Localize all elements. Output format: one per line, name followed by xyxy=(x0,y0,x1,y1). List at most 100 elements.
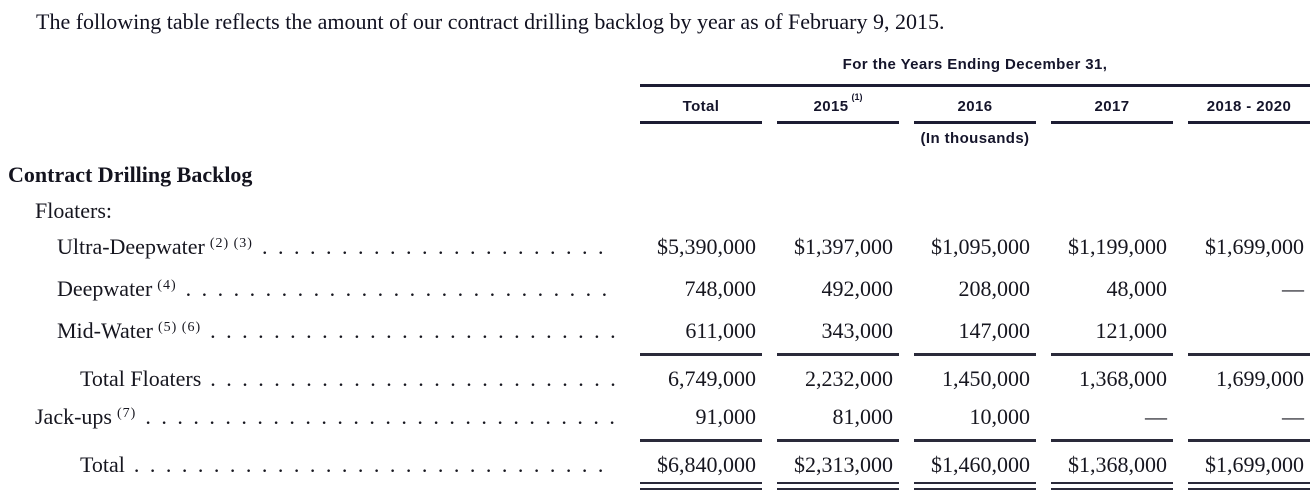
dot-leader: . . . . . . . . . . . . . . . . . . . . … xyxy=(261,234,615,259)
section-title: Contract Drilling Backlog xyxy=(8,162,253,187)
table-row-jack-ups: Jack-ups (7) . . . . . . . . . . . . . .… xyxy=(8,403,1310,434)
column-rule xyxy=(1188,439,1310,442)
column-rule xyxy=(640,439,762,442)
footnote-marker: (2) (3) xyxy=(209,236,253,251)
column-rule xyxy=(1051,439,1173,442)
column-rule xyxy=(914,353,1036,356)
column-header-label: 2016 xyxy=(957,98,993,115)
table-row-total-floaters: Total Floaters . . . . . . . . . . . . .… xyxy=(8,365,1310,392)
value-cell: 208,000 xyxy=(958,276,1031,301)
value-cell: $1,199,000 xyxy=(1068,234,1167,259)
value-cell: $1,699,000 xyxy=(1205,234,1304,259)
table-header-group-row: For the Years Ending December 31, xyxy=(8,36,1310,76)
column-rule xyxy=(1188,353,1310,356)
row-label: Jack-ups xyxy=(35,404,112,429)
units-note-row: (In thousands) xyxy=(8,124,1310,148)
row-label: Total xyxy=(80,452,125,477)
column-header-total: Total xyxy=(640,92,762,124)
column-rule xyxy=(777,439,899,442)
value-cell: 48,000 xyxy=(1106,276,1168,301)
row-label-cell: Total Floaters . . . . . . . . . . . . .… xyxy=(8,365,625,392)
value-cell: 748,000 xyxy=(684,276,757,301)
document-page: The following table reflects the amount … xyxy=(0,8,1316,490)
double-rule xyxy=(640,482,762,490)
row-label-cell: Mid-Water (5) (6) . . . . . . . . . . . … xyxy=(8,317,625,348)
table-header-rule-row xyxy=(8,76,1310,87)
header-top-rule xyxy=(640,84,1310,87)
value-cell: — xyxy=(1145,404,1167,429)
double-rule xyxy=(914,482,1036,490)
row-label: Deepwater xyxy=(57,276,153,301)
units-note: (In thousands) xyxy=(920,130,1030,147)
column-header-row: Total 2015(1) 2016 2017 2018 - 2020 xyxy=(8,87,1310,124)
value-cell: 6,749,000 xyxy=(668,366,756,391)
value-cell: 611,000 xyxy=(685,318,756,343)
value-cell: 91,000 xyxy=(695,404,757,429)
table-row-total: Total . . . . . . . . . . . . . . . . . … xyxy=(8,451,1310,478)
value-cell: 343,000 xyxy=(821,318,894,343)
row-label-cell: Total . . . . . . . . . . . . . . . . . … xyxy=(8,451,625,478)
dot-leader: . . . . . . . . . . . . . . . . . . . . … xyxy=(133,452,615,477)
value-cell: $1,460,000 xyxy=(931,452,1030,477)
table-row-ultra-deepwater: Ultra-Deepwater (2) (3) . . . . . . . . … xyxy=(8,233,1310,264)
value-cell: $1,368,000 xyxy=(1068,452,1167,477)
value-cell: — xyxy=(1282,276,1304,301)
footnote-marker: (1) xyxy=(851,92,863,102)
value-cell: 1,368,000 xyxy=(1079,366,1167,391)
column-header-label: 2015 xyxy=(813,98,849,115)
value-cell: 1,699,000 xyxy=(1216,366,1304,391)
intro-paragraph: The following table reflects the amount … xyxy=(36,9,945,34)
dot-leader: . . . . . . . . . . . . . . . . . . . . … xyxy=(210,366,615,391)
row-label-cell: Jack-ups (7) . . . . . . . . . . . . . .… xyxy=(8,403,625,434)
double-rule xyxy=(777,482,899,490)
value-cell: $1,095,000 xyxy=(931,234,1030,259)
footnote-marker: (5) (6) xyxy=(157,320,202,335)
years-ending-header: For the Years Ending December 31, xyxy=(842,56,1108,73)
value-cell: 147,000 xyxy=(958,318,1031,343)
value-cell: 10,000 xyxy=(969,404,1031,429)
column-header-2015: 2015(1) xyxy=(777,87,899,124)
double-rule xyxy=(1188,482,1310,490)
table-row-mid-water: Mid-Water (5) (6) . . . . . . . . . . . … xyxy=(8,317,1310,348)
value-cell: — xyxy=(1282,404,1304,429)
subtotal-rule-row xyxy=(8,439,1310,442)
value-cell: 121,000 xyxy=(1095,318,1168,343)
row-label-cell: Ultra-Deepwater (2) (3) . . . . . . . . … xyxy=(8,233,625,264)
dot-leader: . . . . . . . . . . . . . . . . . . . . … xyxy=(185,276,615,301)
column-rule xyxy=(1051,353,1173,356)
table-row-deepwater: Deepwater (4) . . . . . . . . . . . . . … xyxy=(8,275,1310,306)
dot-leader: . . . . . . . . . . . . . . . . . . . . … xyxy=(210,318,615,343)
column-header-2017: 2017 xyxy=(1051,92,1173,124)
table-row-floaters: Floaters: xyxy=(8,197,1310,224)
value-cell: $6,840,000 xyxy=(657,452,756,477)
column-header-label: Total xyxy=(682,98,720,115)
dot-leader: . . . . . . . . . . . . . . . . . . . . … xyxy=(145,404,615,429)
value-cell: $5,390,000 xyxy=(657,234,756,259)
row-label: Mid-Water xyxy=(57,318,153,343)
column-rule xyxy=(914,439,1036,442)
column-header-label: 2018 - 2020 xyxy=(1206,98,1292,115)
value-cell: 492,000 xyxy=(821,276,894,301)
value-cell: $1,699,000 xyxy=(1205,452,1304,477)
column-header-2016: 2016 xyxy=(914,92,1036,124)
column-header-label: 2017 xyxy=(1094,98,1130,115)
column-rule xyxy=(640,353,762,356)
column-header-2018-2020: 2018 - 2020 xyxy=(1188,92,1310,124)
column-rule xyxy=(777,353,899,356)
row-label: Total Floaters xyxy=(80,366,202,391)
value-cell: 2,232,000 xyxy=(805,366,893,391)
value-cell: 1,450,000 xyxy=(942,366,1030,391)
row-label-cell: Deepwater (4) . . . . . . . . . . . . . … xyxy=(8,275,625,306)
grand-total-rule-row xyxy=(8,482,1310,490)
value-cell: $2,313,000 xyxy=(794,452,893,477)
value-cell: $1,397,000 xyxy=(794,234,893,259)
double-rule xyxy=(1051,482,1173,490)
row-label: Floaters: xyxy=(35,198,112,223)
footnote-marker: (4) xyxy=(157,278,177,293)
value-cell: 81,000 xyxy=(832,404,894,429)
row-label-cell: Floaters: xyxy=(8,197,625,224)
footnote-marker: (7) xyxy=(116,406,137,421)
contract-drilling-backlog-table: For the Years Ending December 31, Total … xyxy=(8,36,1310,490)
row-label: Ultra-Deepwater xyxy=(57,234,205,259)
subtotal-rule-row xyxy=(8,353,1310,356)
